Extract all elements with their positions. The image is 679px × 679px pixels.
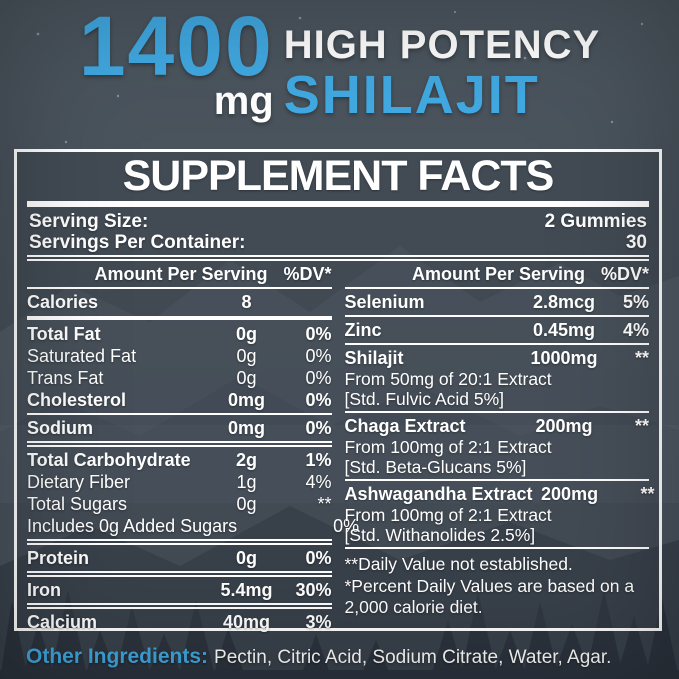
fact-row-cholesterol: Cholesterol 0mg 0% (27, 389, 332, 410)
divider (344, 343, 649, 345)
product-name: SHILAJIT (283, 65, 540, 125)
fact-row-zinc: Zinc 0.45mg 4% (344, 319, 650, 340)
fact-row-ashwagandha-extract: Ashwagandha Extract 200mg ** (344, 483, 655, 504)
fog (0, 425, 679, 503)
product-tagline: HIGH POTENCY (283, 23, 601, 67)
fact-row-calcium: Calcium 40mg 3% (27, 611, 332, 632)
fact-group-ashwagandha: Ashwagandha Extract 200mg ** From 100mg … (344, 483, 655, 546)
title-divider (27, 201, 649, 207)
fact-row-sodium: Sodium 0mg 0% (27, 417, 332, 438)
other-ingredients-value: Pectin, Citric Acid, Sodium Citrate, Wat… (214, 647, 612, 668)
fact-row-saturated-fat: Saturated Fat 0g 0% (27, 345, 332, 366)
fact-subline: From 100mg of 2:1 Extract (344, 437, 552, 457)
fact-row-iron: Iron 5.4mg 30% (27, 579, 332, 600)
divider (344, 287, 649, 289)
dosage-block: 1400 mg (78, 0, 274, 123)
dosage-unit: mg (213, 79, 274, 123)
dosage-amount: 1400 (78, 0, 274, 93)
left-facts-column: Amount Per Serving %DV* Calories 8 Total… (27, 263, 360, 633)
other-ingredients-line: Other Ingredients: Pectin, Citric Acid, S… (26, 645, 676, 670)
fact-row-total-fat: Total Fat 0g 0% (27, 323, 332, 344)
divider (344, 547, 649, 549)
fact-row-trans-fat: Trans Fat 0g 0% (27, 367, 332, 388)
right-column-header: Amount Per Serving %DV* (345, 263, 650, 285)
fact-subline: [Std. Beta-Glucans 5%] (344, 457, 527, 477)
serving-size-label: Serving Size: (29, 211, 149, 232)
product-name-block: HIGH POTENCY SHILAJIT (284, 14, 600, 122)
divider (27, 539, 332, 545)
facts-columns: Amount Per Serving %DV* Calories 8 Total… (27, 263, 655, 633)
divider (27, 287, 332, 289)
fact-row-calories: Calories 8 (27, 291, 252, 312)
footnote-dv-not-established: **Daily Value not established. (344, 554, 573, 574)
fact-row-protein: Protein 0g 0% (27, 547, 332, 568)
divider (27, 413, 332, 415)
servings-per-container-row: Servings Per Container: 30 (27, 232, 649, 253)
divider (27, 571, 332, 577)
fact-row-total-sugars: Total Sugars 0g ** (27, 493, 332, 514)
footnote-percent-dv: *Percent Daily Values are based on a 2,0… (344, 576, 635, 617)
fact-subline: From 100mg of 2:1 Extract (344, 505, 552, 525)
serving-size-row: Serving Size: 2 Gummies (27, 211, 649, 232)
fact-subline: From 50mg of 20:1 Extract (344, 369, 552, 389)
fact-row-total-carbohydrate: Total Carbohydrate 2g 1% (27, 449, 332, 470)
divider (344, 479, 649, 481)
serving-divider (27, 255, 649, 261)
divider (27, 603, 332, 609)
fact-row-selenium: Selenium 2.8mcg 5% (344, 291, 650, 312)
servings-per-container-value: 30 (625, 232, 647, 253)
stars (36, 10, 644, 144)
amount-header: Amount Per Serving (411, 264, 585, 284)
divider (27, 316, 332, 320)
supplement-facts-panel: SUPPLEMENT FACTS Serving Size: 2 Gummies… (14, 149, 662, 633)
panel-title: SUPPLEMENT FACTS (122, 152, 555, 200)
other-ingredients-label: Other Ingredients: (26, 645, 209, 668)
servings-per-container-label: Servings Per Container: (29, 232, 246, 253)
fact-row-shilajit: Shilajit 1000mg ** (344, 347, 650, 368)
fact-subline: [Std. Withanolides 2.5%] (344, 525, 536, 545)
dv-header: %DV* (601, 264, 650, 284)
right-facts-column: Amount Per Serving %DV* Selenium 2.8mcg … (344, 263, 655, 633)
serving-size-value: 2 Gummies (544, 211, 647, 232)
fact-group-shilajit: Shilajit 1000mg ** From 50mg of 20:1 Ext… (344, 347, 650, 410)
divider (27, 441, 332, 447)
left-column-header: Amount Per Serving %DV* (27, 263, 332, 285)
divider (344, 315, 649, 317)
pine-trees (0, 590, 679, 679)
fact-row-dietary-fiber: Dietary Fiber 1g 4% (27, 471, 332, 492)
fact-row-chaga-extract: Chaga Extract 200mg ** (344, 415, 650, 436)
fact-group-chaga: Chaga Extract 200mg ** From 100mg of 2:1… (344, 415, 650, 478)
divider (344, 411, 649, 413)
product-header: 1400 mg HIGH POTENCY SHILAJIT (0, 0, 679, 123)
amount-header: Amount Per Serving (94, 264, 268, 284)
fact-row-added-sugars: Includes 0g Added Sugars 0% (27, 515, 360, 536)
fact-subline: [Std. Fulvic Acid 5%] (344, 389, 505, 409)
dv-header: %DV* (283, 264, 332, 284)
